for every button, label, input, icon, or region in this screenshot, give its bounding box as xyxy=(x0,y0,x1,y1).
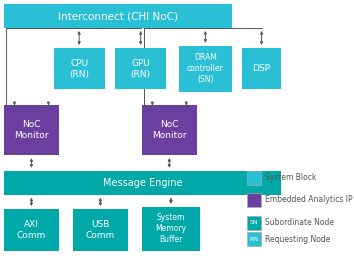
Text: RN: RN xyxy=(249,237,258,242)
Text: Subordinate Node: Subordinate Node xyxy=(265,218,334,227)
Bar xyxy=(142,207,200,251)
Text: System Block: System Block xyxy=(265,173,316,182)
Bar xyxy=(247,192,261,207)
Text: NoC
Monitor: NoC Monitor xyxy=(14,120,49,140)
Text: GPU
(RN): GPU (RN) xyxy=(131,59,151,79)
Text: NoC
Monitor: NoC Monitor xyxy=(152,120,187,140)
Bar xyxy=(247,215,261,230)
Text: Requesting Node: Requesting Node xyxy=(265,235,330,244)
Text: Message Engine: Message Engine xyxy=(103,178,182,188)
Bar xyxy=(142,105,197,155)
Text: SN: SN xyxy=(249,220,258,225)
Text: USB
Comm: USB Comm xyxy=(86,220,115,240)
Bar xyxy=(242,48,281,90)
Bar xyxy=(4,171,281,195)
Bar xyxy=(4,105,59,155)
Text: Interconnect (CHI NoC): Interconnect (CHI NoC) xyxy=(58,11,178,21)
Text: DSP: DSP xyxy=(252,64,270,73)
Bar xyxy=(73,209,128,251)
Text: CPU
(RN): CPU (RN) xyxy=(69,59,89,79)
Bar xyxy=(247,232,261,246)
Bar xyxy=(4,4,232,28)
Bar xyxy=(179,46,232,92)
Text: AXI
Comm: AXI Comm xyxy=(17,220,46,240)
Bar xyxy=(115,48,166,90)
Bar xyxy=(247,171,261,185)
Text: Embedded Analytics IP: Embedded Analytics IP xyxy=(265,195,352,204)
Bar xyxy=(54,48,105,90)
Bar xyxy=(4,209,59,251)
Text: DRAM
controller
(SN): DRAM controller (SN) xyxy=(187,53,224,84)
Text: System
Memory
Buffer: System Memory Buffer xyxy=(155,213,187,244)
